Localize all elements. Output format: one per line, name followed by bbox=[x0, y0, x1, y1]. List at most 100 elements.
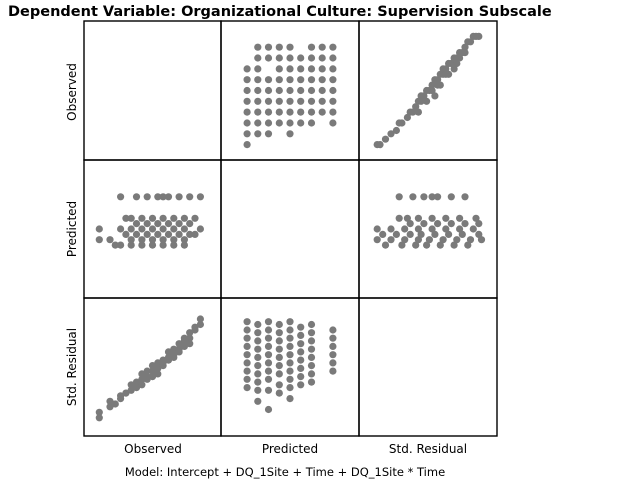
point-observed-vs-predicted bbox=[286, 119, 294, 127]
point-observed-vs-std-residual bbox=[392, 126, 400, 135]
point-observed-vs-predicted bbox=[307, 54, 316, 62]
point-observed-vs-predicted bbox=[307, 76, 316, 84]
point-observed-vs-predicted bbox=[254, 130, 262, 138]
point-observed-vs-predicted bbox=[318, 108, 326, 116]
point-predicted-vs-observed bbox=[186, 220, 194, 228]
point-predicted-vs-std-residual bbox=[450, 241, 458, 249]
point-observed-vs-predicted bbox=[254, 86, 262, 95]
point-predicted-vs-observed bbox=[175, 193, 183, 201]
point-observed-vs-predicted bbox=[275, 119, 283, 127]
point-observed-vs-predicted bbox=[264, 76, 273, 84]
point-observed-vs-predicted bbox=[264, 130, 273, 138]
point-predicted-vs-std-residual bbox=[423, 241, 431, 249]
point-std-residual-vs-observed bbox=[186, 334, 194, 342]
point-std-residual-vs-observed bbox=[132, 378, 141, 386]
point-predicted-vs-observed bbox=[159, 214, 167, 222]
point-observed-vs-std-residual bbox=[461, 49, 469, 57]
point-std-residual-vs-observed bbox=[148, 362, 157, 370]
col-label-observed: Observed bbox=[124, 442, 182, 456]
point-observed-vs-std-residual bbox=[431, 92, 439, 100]
point-std-residual-vs-predicted bbox=[329, 351, 337, 359]
point-observed-vs-predicted bbox=[254, 97, 262, 105]
point-predicted-vs-observed bbox=[143, 193, 151, 201]
point-observed-vs-predicted bbox=[318, 65, 326, 73]
point-observed-vs-predicted bbox=[286, 65, 294, 73]
point-std-residual-vs-observed bbox=[127, 386, 135, 394]
point-std-residual-vs-predicted bbox=[243, 375, 251, 383]
point-observed-vs-predicted bbox=[329, 65, 337, 73]
point-observed-vs-std-residual bbox=[436, 81, 444, 89]
point-predicted-vs-std-residual bbox=[475, 230, 483, 238]
point-predicted-vs-observed bbox=[154, 220, 162, 228]
col-label-std-residual: Std. Residual bbox=[389, 442, 467, 456]
point-predicted-vs-observed bbox=[117, 241, 125, 249]
point-observed-vs-predicted bbox=[243, 76, 251, 84]
point-observed-vs-std-residual bbox=[456, 54, 464, 62]
cell-predicted-vs-predicted bbox=[220, 159, 360, 299]
point-std-residual-vs-predicted bbox=[264, 318, 273, 326]
point-predicted-vs-std-residual bbox=[414, 236, 422, 244]
point-predicted-vs-observed bbox=[117, 193, 125, 201]
point-std-residual-vs-observed bbox=[111, 400, 119, 408]
point-predicted-vs-observed bbox=[143, 230, 151, 238]
point-std-residual-vs-predicted bbox=[275, 389, 283, 397]
point-std-residual-vs-predicted bbox=[243, 326, 251, 334]
point-observed-vs-predicted bbox=[243, 119, 251, 127]
point-std-residual-vs-observed bbox=[122, 389, 130, 397]
point-observed-vs-std-residual bbox=[412, 103, 420, 111]
point-predicted-vs-std-residual bbox=[412, 241, 420, 249]
point-std-residual-vs-predicted bbox=[254, 386, 262, 394]
point-std-residual-vs-predicted bbox=[297, 373, 305, 381]
point-observed-vs-predicted bbox=[275, 86, 283, 95]
point-std-residual-vs-predicted bbox=[264, 351, 273, 359]
point-observed-vs-predicted bbox=[329, 43, 337, 51]
point-predicted-vs-observed bbox=[159, 241, 167, 249]
point-observed-vs-predicted bbox=[307, 43, 316, 51]
point-observed-vs-std-residual bbox=[450, 65, 458, 73]
point-std-residual-vs-predicted bbox=[307, 320, 316, 329]
point-observed-vs-predicted bbox=[297, 108, 305, 116]
point-observed-vs-std-residual bbox=[475, 32, 483, 41]
point-observed-vs-predicted bbox=[329, 76, 337, 84]
point-std-residual-vs-predicted bbox=[275, 345, 283, 353]
point-predicted-vs-std-residual bbox=[401, 236, 409, 244]
point-std-residual-vs-predicted bbox=[264, 386, 273, 394]
point-observed-vs-predicted bbox=[243, 141, 251, 149]
point-observed-vs-predicted bbox=[297, 119, 305, 127]
point-predicted-vs-std-residual bbox=[477, 236, 486, 244]
point-observed-vs-predicted bbox=[329, 119, 337, 127]
point-std-residual-vs-observed bbox=[148, 367, 157, 375]
point-predicted-vs-std-residual bbox=[387, 236, 395, 244]
point-observed-vs-predicted bbox=[243, 130, 251, 138]
point-observed-vs-predicted bbox=[254, 76, 262, 84]
point-observed-vs-predicted bbox=[264, 119, 273, 127]
point-predicted-vs-std-residual bbox=[428, 193, 436, 201]
point-std-residual-vs-predicted bbox=[307, 370, 316, 378]
point-observed-vs-predicted bbox=[286, 43, 294, 51]
point-predicted-vs-std-residual bbox=[458, 230, 466, 238]
point-predicted-vs-observed bbox=[138, 241, 146, 249]
point-std-residual-vs-observed bbox=[186, 340, 194, 348]
point-predicted-vs-observed bbox=[180, 225, 188, 233]
point-std-residual-vs-predicted bbox=[254, 370, 262, 378]
point-predicted-vs-observed bbox=[159, 236, 167, 244]
point-observed-vs-predicted bbox=[297, 54, 305, 62]
point-predicted-vs-observed bbox=[122, 214, 130, 222]
point-predicted-vs-std-residual bbox=[464, 241, 472, 249]
point-std-residual-vs-observed bbox=[196, 320, 204, 329]
point-std-residual-vs-observed bbox=[191, 323, 199, 331]
point-predicted-vs-std-residual bbox=[406, 220, 414, 228]
point-predicted-vs-std-residual bbox=[395, 193, 403, 201]
row-label-observed: Observed bbox=[65, 63, 79, 121]
point-std-residual-vs-predicted bbox=[243, 334, 251, 342]
point-std-residual-vs-observed bbox=[138, 381, 146, 389]
point-observed-vs-std-residual bbox=[466, 38, 475, 46]
point-predicted-vs-observed bbox=[186, 193, 194, 201]
point-std-residual-vs-observed bbox=[154, 359, 162, 367]
point-observed-vs-std-residual bbox=[387, 130, 395, 138]
point-predicted-vs-observed bbox=[159, 193, 167, 201]
point-predicted-vs-observed bbox=[148, 236, 157, 244]
point-observed-vs-predicted bbox=[275, 54, 283, 62]
point-std-residual-vs-predicted bbox=[275, 381, 283, 389]
point-std-residual-vs-predicted bbox=[254, 378, 262, 386]
